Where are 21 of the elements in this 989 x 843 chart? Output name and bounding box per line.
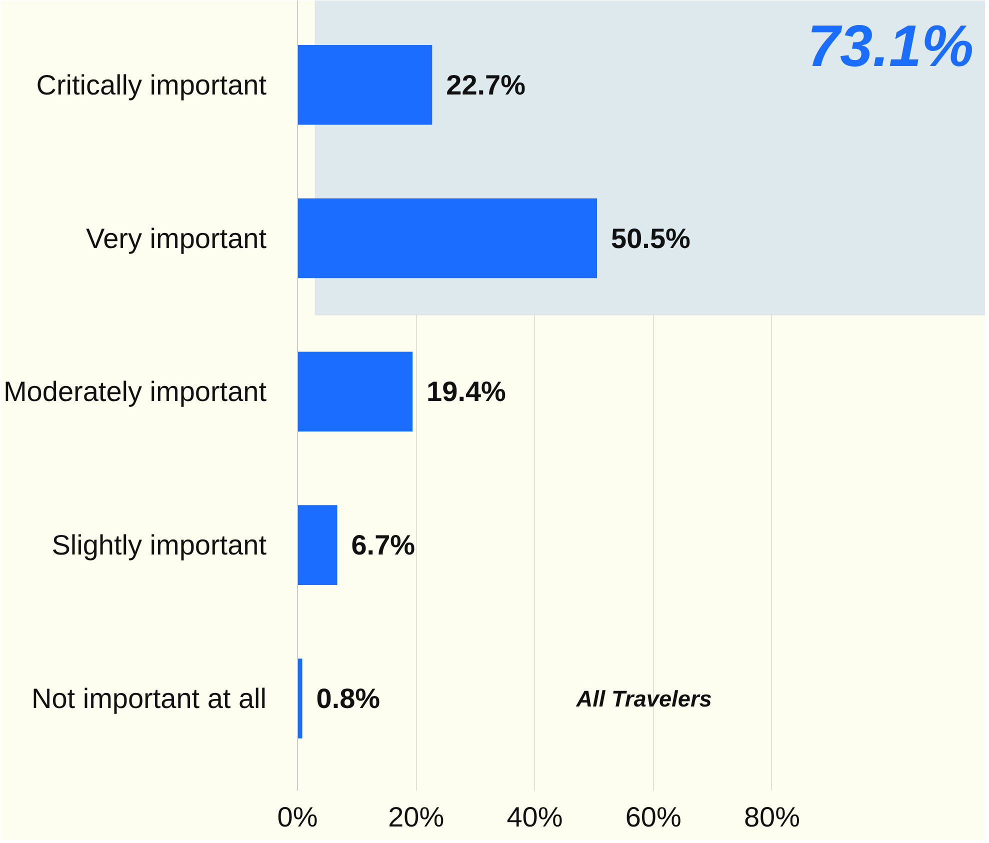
band-label: 73.1% (807, 14, 974, 80)
data-label: 0.8% (316, 682, 380, 714)
bar (298, 352, 413, 432)
x-tick-label: 20% (388, 802, 444, 832)
y-tick-label: Moderately important (3, 376, 267, 408)
data-label: 6.7% (351, 530, 416, 561)
data-label: 22.7% (446, 69, 526, 100)
x-tick-label: 60% (625, 802, 682, 832)
x-tick-label: 80% (744, 802, 800, 832)
y-tick-label: Very important (86, 222, 267, 254)
bar (298, 44, 432, 125)
x-tick-label: 0% (277, 802, 318, 832)
data-label: 19.4% (426, 376, 506, 408)
annotation: All Travelers (575, 685, 712, 712)
y-tick-label: Not important at all (32, 682, 267, 714)
x-tick-label: 40% (506, 802, 563, 832)
y-tick-label: Critically important (36, 69, 267, 100)
bar (298, 505, 338, 585)
data-label: 50.5% (611, 222, 691, 254)
bar (298, 198, 598, 278)
y-tick-label: Slightly important (52, 530, 267, 561)
